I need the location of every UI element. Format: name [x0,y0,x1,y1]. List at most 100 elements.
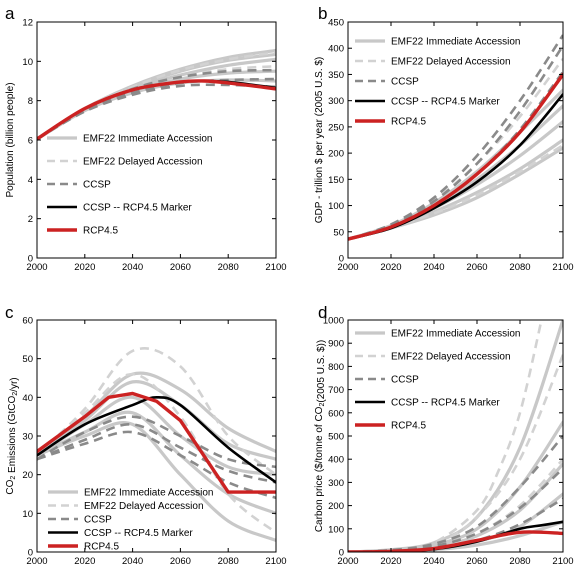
panel-d-ytick-label: 200 [328,501,344,512]
panel-b-legend-label-del: EMF22 Delayed Accession [391,57,511,68]
panel-c-series-ccsp-9 [37,430,276,500]
panel-b-legend-label-imm: EMF22 Immediate Accession [391,37,521,48]
panel-b-letter: b [318,4,327,23]
panel-c-ytick-label: 10 [22,509,33,520]
panel-a-xtick-label: 2100 [265,262,286,273]
panel-b-ytick-label: 250 [328,122,344,133]
panel-c-ytick-label: 30 [22,432,33,443]
panel-a-ytick-label: 12 [22,18,33,29]
panel-b-series-del-6 [348,144,563,241]
panel-d-ytick-label: 800 [328,362,344,373]
panel-d-xtick-label: 2060 [466,556,487,567]
panel-a-series-marker-10 [37,79,276,141]
panel-c-xtick-label: 2080 [218,556,239,567]
panel-a-series [37,48,276,141]
panel-c-legend-label-imm: EMF22 Immediate Accession [84,488,214,499]
panel-c-legend-label-ccsp: CCSP [84,515,112,526]
panel-c-xtick-label: 2020 [74,556,95,567]
panel-b-ytick-label: 0 [339,254,344,265]
panel-a-ytick-label: 0 [28,254,33,265]
panel-c-legend-label-marker: CCSP -- RCP4.5 Marker [84,528,193,539]
panel-a-ytick-label: 4 [28,175,33,186]
panel-a-ytick-label: 8 [28,96,33,107]
panel-d-legend-label-ccsp: CCSP [391,375,419,386]
panel-c-xtick-label: 2060 [170,556,191,567]
panel-a-legend-label-imm: EMF22 Immediate Accession [83,134,213,145]
panel-b-series-rcp-11 [348,72,563,241]
panel-d-legend: EMF22 Immediate Accession EMF22 Delayed A… [355,329,521,432]
panel-b-series-imm-4 [348,104,563,241]
panel-c-ytick-label: 40 [22,393,33,404]
panel-b-frame [347,21,564,259]
panel-d-legend-label-imm: EMF22 Immediate Accession [391,329,521,340]
panel-d-xtick-label: 2100 [552,556,573,567]
panel-b-ytick-label: 300 [328,96,344,107]
panel-a-series-del-5 [37,51,276,141]
panel-d-ytick-label: 100 [328,524,344,535]
panel-d-legend-label-marker: CCSP -- RCP4.5 Marker [391,398,500,409]
panel-c-series-ccsp-8 [37,423,276,484]
panel-c-xtick-label: 2040 [122,556,143,567]
panel-b-xtick-label: 2040 [423,262,444,273]
panel-b-series-imm-1 [348,120,563,241]
panel-b-xtick-label: 2080 [509,262,530,273]
panel-a-series-imm-4 [37,78,276,141]
panel-a-legend-label-del: EMF22 Delayed Accession [83,157,203,168]
panel-b-xtick-label: 2020 [380,262,401,273]
panel-d-ytick-label: 900 [328,339,344,350]
panel-b-ytick-label: 50 [333,227,344,238]
panel-d-series-ccsp-9 [348,467,563,552]
panel-b-ytick-label: 450 [328,18,344,29]
panel-c-legend-label-del: EMF22 Delayed Accession [84,501,204,512]
panel-a-ytick-label: 6 [28,136,33,147]
panel-b-legend-label-marker: CCSP -- RCP4.5 Marker [391,97,500,108]
panel-a-ylabel: Population (billion people) [5,82,16,197]
panel-c-legend-label-rcp: RCP4.5 [84,542,119,553]
panel-b-legend: EMF22 Immediate Accession EMF22 Delayed A… [355,37,521,128]
panel-c: 2000 2020 2040 2060 2080 2100 0 10 20 30 40 50 60 CO2… [5,303,287,567]
panel-d-xtick-label: 2040 [423,556,444,567]
panel-d-xtick-label: 2080 [509,556,530,567]
panel-d-xtick-label: 2020 [380,556,401,567]
panel-d-ylabel: Carbon price ($/tonne of CO2(2005 U.S. $… [314,340,327,532]
panel-c-xtick-label: 2100 [265,556,286,567]
panel-c-ytick-label: 0 [28,548,33,559]
panel-b-xtick-label: 2100 [552,262,573,273]
panel-b-xtick-label: 2060 [466,262,487,273]
panel-a-legend: EMF22 Immediate Accession EMF22 Delayed A… [47,134,213,237]
panel-a-xtick-label: 2080 [218,262,239,273]
panel-b-series-ccsp-8 [348,44,563,241]
panel-d: 2000 2020 2040 2060 2080 2100 0 100 200 300 400 500… [314,303,574,567]
panel-a-ytick-label: 10 [22,57,33,68]
panel-d-legend-label-rcp: RCP4.5 [391,421,426,432]
panel-b-legend-label-rcp: RCP4.5 [391,117,426,128]
panel-a-legend-label-marker: CCSP -- RCP4.5 Marker [83,203,192,214]
panel-a-ytick-label: 2 [28,214,33,225]
panel-c-series-rcp-11 [37,391,276,494]
panel-d-xtick-label: 2000 [337,556,358,567]
panel-d-series-del-6 [348,354,563,552]
panel-d-ytick-label: 0 [339,548,344,559]
panel-d-letter: d [318,303,327,322]
panel-c-ytick-label: 60 [22,316,33,327]
panel-d-ytick-label: 500 [328,432,344,443]
panel-c-letter: c [5,303,14,322]
panel-d-series-del-5 [348,320,543,552]
panel-a-legend-label-rcp: RCP4.5 [83,226,118,237]
panel-d-legend-label-del: EMF22 Delayed Accession [391,352,511,363]
panel-d-ytick-label: 600 [328,408,344,419]
panel-c-series-ccsp-7 [37,415,276,469]
panel-b-ytick-label: 100 [328,201,344,212]
panel-c-ylabel: CO2 Emissions (GtCO2/yr) [5,377,20,494]
panel-a-series-rcp-11 [37,79,276,141]
panel-b-ytick-label: 200 [328,149,344,160]
panel-c-series-marker-10 [37,396,276,484]
panel-a-letter: a [5,4,15,23]
panel-b-ytick-label: 150 [328,175,344,186]
panel-d-ytick-label: 400 [328,455,344,466]
panel-b-ytick-label: 400 [328,44,344,55]
panel-c-xtick-label: 2000 [26,556,47,567]
panel-c-ytick-label: 20 [22,470,33,481]
panel-a-xtick-label: 2000 [26,262,47,273]
panel-b: 2000 2020 2040 2060 2080 2100 0 50 100 150 200 250 3… [314,4,574,273]
